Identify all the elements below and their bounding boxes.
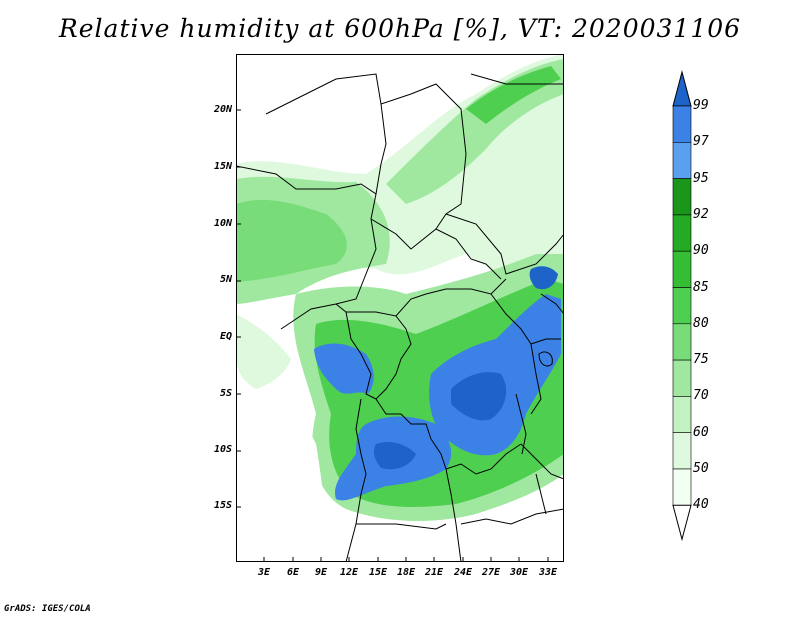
tick-marks [236, 109, 549, 562]
lon-label-15e: 15E [368, 567, 388, 578]
colorbar-bottom-triangle [672, 504, 692, 542]
lon-label-21e: 21E [424, 567, 444, 578]
lon-label-18e: 18E [396, 567, 416, 578]
lakes [515, 351, 553, 515]
green-west-inner [236, 199, 347, 282]
colorbar-label: 40 [693, 497, 709, 513]
atlantic-pale [236, 314, 291, 389]
colorbar-segment [672, 359, 692, 397]
lat-label-eq: EQ [219, 331, 232, 342]
colorbar-label: 85 [693, 279, 709, 295]
blue-deep-1 [451, 372, 507, 421]
colorbar-segment [672, 468, 692, 506]
lon-label-6e: 6E [286, 567, 300, 578]
lon-label-12e: 12E [339, 567, 359, 578]
colorbar-label: 70 [693, 388, 709, 404]
colorbar-segment [672, 178, 692, 216]
humidity-map [236, 54, 564, 562]
lon-label-27e: 27E [481, 567, 501, 578]
colorbar-top-triangle [672, 70, 692, 107]
colorbar-segment [672, 142, 692, 179]
colorbar-segment [672, 432, 692, 470]
lat-label-5n: 5N [219, 274, 232, 285]
colorbar-segment [672, 105, 692, 143]
lat-label-5s: 5S [219, 388, 232, 399]
atlantic-dry [236, 334, 331, 562]
lat-label-15n: 15N [213, 161, 232, 172]
colorbar-label: 50 [693, 461, 709, 476]
colorbar-label: 97 [693, 134, 709, 150]
lon-label-33e: 33E [538, 567, 558, 578]
colorbar-label: 80 [693, 315, 709, 331]
colorbar-label: 90 [693, 243, 709, 259]
green-northeast-core [466, 66, 561, 124]
colorbar-label: 92 [693, 206, 709, 222]
colorbar [672, 70, 692, 542]
blue-core-west [314, 343, 374, 394]
lon-label-9e: 9E [314, 567, 328, 578]
colorbar-label: 60 [693, 424, 709, 440]
colorbar-segment [672, 214, 692, 252]
colorbar-segment [672, 287, 692, 325]
southeast-dry [416, 494, 564, 562]
lon-label-3e: 3E [257, 567, 271, 578]
lon-label-24e: 24E [453, 567, 473, 578]
colorbar-label: 95 [693, 170, 709, 186]
colorbar-segment [672, 323, 692, 361]
colorbar-label: 99 [693, 98, 709, 113]
map-frame-border [236, 54, 564, 562]
colorbar-label: 75 [693, 352, 709, 368]
blue-deep-2 [373, 442, 416, 470]
colorbar-segment [672, 396, 692, 433]
lat-label-10s: 10S [213, 444, 232, 455]
lat-label-15s: 15S [213, 500, 232, 511]
credit-text: GrADS: IGES/COLA [4, 604, 91, 614]
lon-label-30e: 30E [509, 567, 529, 578]
blue-deep-3 [529, 266, 558, 290]
map-title: Relative humidity at 600hPa [%], VT: 202… [58, 14, 742, 43]
colorbar-segment [672, 250, 692, 288]
lat-label-20n: 20N [213, 104, 232, 115]
lat-label-10n: 10N [213, 218, 232, 229]
country-borders [236, 73, 564, 562]
map-panel [236, 54, 564, 562]
